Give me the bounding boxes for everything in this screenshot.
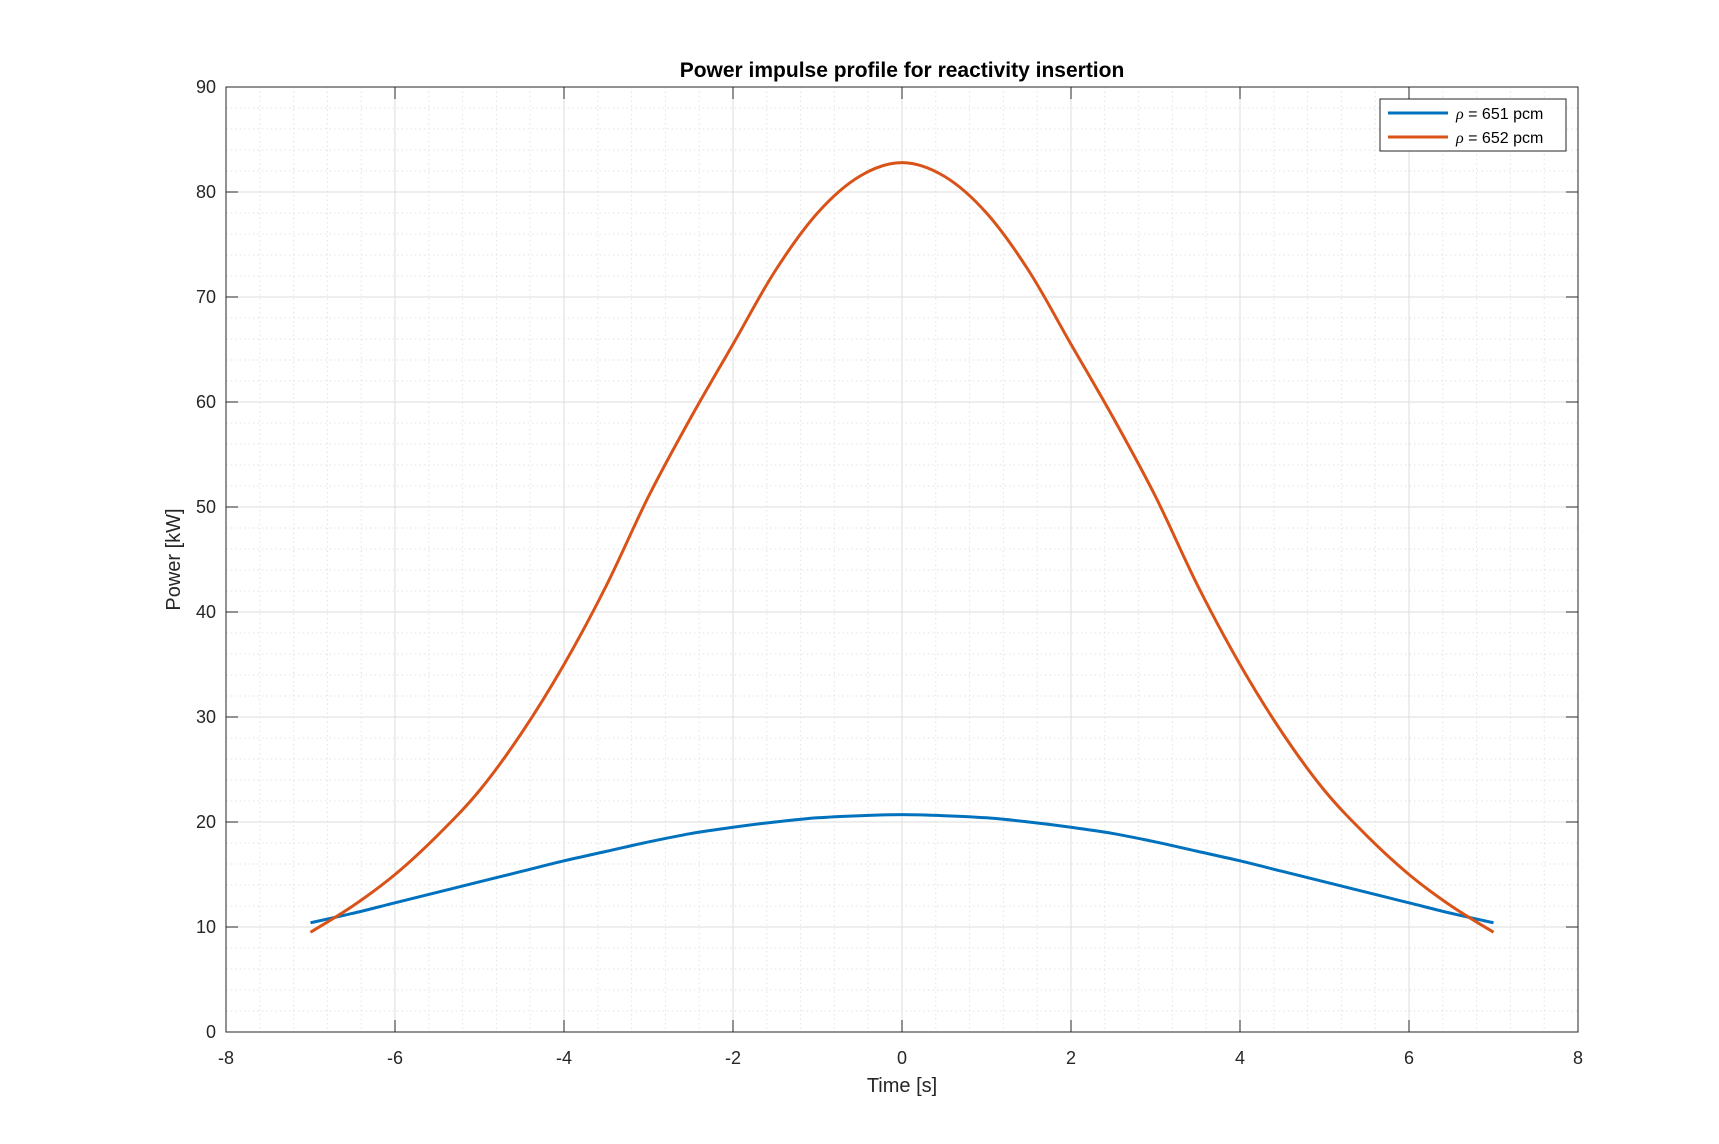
y-tick-label: 30 (196, 707, 216, 727)
x-tick-label: 6 (1404, 1048, 1414, 1068)
y-tick-label: 0 (206, 1022, 216, 1042)
x-tick-label: -6 (387, 1048, 403, 1068)
axes-frame (225, 86, 1579, 1033)
y-tick-label: 90 (196, 77, 216, 97)
legend-label-1: = 651 pcm (1464, 106, 1544, 123)
y-tick-label: 70 (196, 287, 216, 307)
x-axis-title: Time [s] (867, 1075, 937, 1097)
y-tick-label: 20 (196, 812, 216, 832)
legend-symbol-1: ρ (1455, 106, 1464, 123)
series-line-1 (310, 813, 1494, 925)
legend-label-2: = 652 pcm (1464, 130, 1544, 147)
series-layer (309, 161, 1495, 934)
y-tick-label: 80 (196, 182, 216, 202)
y-tick-label: 10 (196, 917, 216, 937)
x-tick-label: 2 (1066, 1048, 1076, 1068)
x-tick-labels: -8 -6 -4 -2 0 2 4 6 8 (218, 1048, 1583, 1068)
x-tick-label: 0 (897, 1048, 907, 1068)
chart-title: Power impulse profile for reactivity ins… (680, 59, 1125, 82)
legend-symbol-2: ρ (1455, 130, 1464, 147)
x-tick-label: -8 (218, 1048, 234, 1068)
legend-box (1379, 98, 1567, 152)
y-tick-label: 60 (196, 392, 216, 412)
y-tick-label: 50 (196, 497, 216, 517)
y-tick-labels: 0 10 20 30 40 50 60 70 80 90 (196, 77, 216, 1042)
x-tick-label: -2 (725, 1048, 741, 1068)
y-tick-label: 40 (196, 602, 216, 622)
x-tick-label: 8 (1573, 1048, 1583, 1068)
legend-entry-2: ρ = 652 pcm (1455, 130, 1543, 147)
y-axis-title: Power [kW] (163, 508, 185, 610)
x-tick-label: 4 (1235, 1048, 1245, 1068)
x-tick-label: -4 (556, 1048, 572, 1068)
legend-entry-1: ρ = 651 pcm (1455, 106, 1543, 123)
series-line-2 (309, 161, 1495, 934)
